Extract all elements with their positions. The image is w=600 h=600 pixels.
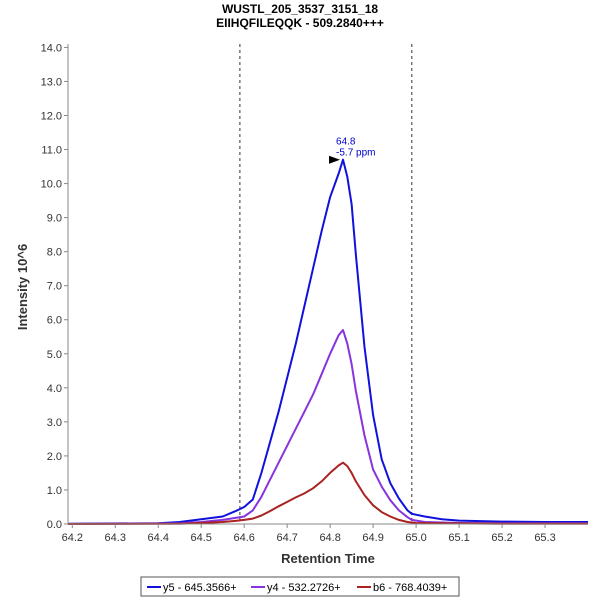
x-tick-label: 64.3	[105, 532, 126, 544]
y-tick-label: 0.0	[47, 519, 62, 531]
y-tick-label: 12.0	[41, 110, 62, 122]
peak-annotation: 64.8-5.7 ppm	[329, 137, 376, 164]
legend-box	[140, 576, 460, 597]
peak-marker	[329, 155, 341, 164]
y-axis-label: Intensity 10^6	[15, 244, 30, 330]
y-tick-label: 10.0	[41, 179, 62, 191]
y-tick-label: 5.0	[47, 349, 62, 361]
y-tick-label: 13.0	[41, 76, 62, 88]
axes: 0.0 1.0 2.0 3.0 4.0 5.0 6.0 7.0 8.0 9.0 10.0 11.0 12…	[41, 42, 588, 544]
x-tick-label: 65.1	[448, 532, 469, 544]
y-tick-label: 8.0	[47, 247, 62, 259]
series-layer	[67, 158, 588, 525]
y-tick-label: 4.0	[47, 383, 62, 395]
series-line-2	[67, 329, 588, 525]
y-tick-label: 2.0	[47, 451, 62, 463]
x-tick-label: 65.3	[534, 532, 555, 544]
peak-ppm-label: -5.7 ppm	[336, 148, 375, 159]
x-tick-label: 64.4	[148, 532, 169, 544]
chart-title: WUSTL_205_3537_3151_18	[222, 2, 378, 16]
legend-label-3: b6 - 768.4039+	[373, 582, 447, 594]
y-tick-label: 14.0	[41, 42, 62, 54]
y-tick-label: 3.0	[47, 417, 62, 429]
integration-bounds	[239, 44, 413, 524]
x-tick-label: 64.5	[191, 532, 212, 544]
chart-subtitle: EIIHQFILEQQK - 509.2840+++	[216, 16, 384, 30]
y-tick-label: 1.0	[47, 485, 62, 497]
x-tick-label: 65.0	[405, 532, 426, 544]
peak-rt-label: 64.8	[336, 137, 356, 148]
legend: y5 - 645.3566+ y4 - 532.2726+ b6 - 768.403…	[140, 576, 460, 597]
y-tick-label: 11.0	[41, 145, 62, 157]
series-line-1	[67, 158, 588, 525]
y-tick-label: 6.0	[47, 315, 62, 327]
x-tick-label: 65.2	[491, 532, 512, 544]
legend-label-1: y5 - 645.3566+	[163, 582, 237, 594]
y-tick-label: 9.0	[47, 213, 62, 225]
y-tick-label: 7.0	[47, 281, 62, 293]
x-tick-label: 64.6	[233, 532, 254, 544]
x-tick-label: 64.7	[276, 532, 297, 544]
legend-label-2: y4 - 532.2726+	[267, 582, 341, 594]
x-axis-label: Retention Time	[281, 551, 375, 566]
x-tick-label: 64.9	[362, 532, 383, 544]
x-tick-label: 64.8	[319, 532, 340, 544]
x-tick-label: 64.2	[62, 532, 83, 544]
series-line-3	[67, 461, 588, 525]
